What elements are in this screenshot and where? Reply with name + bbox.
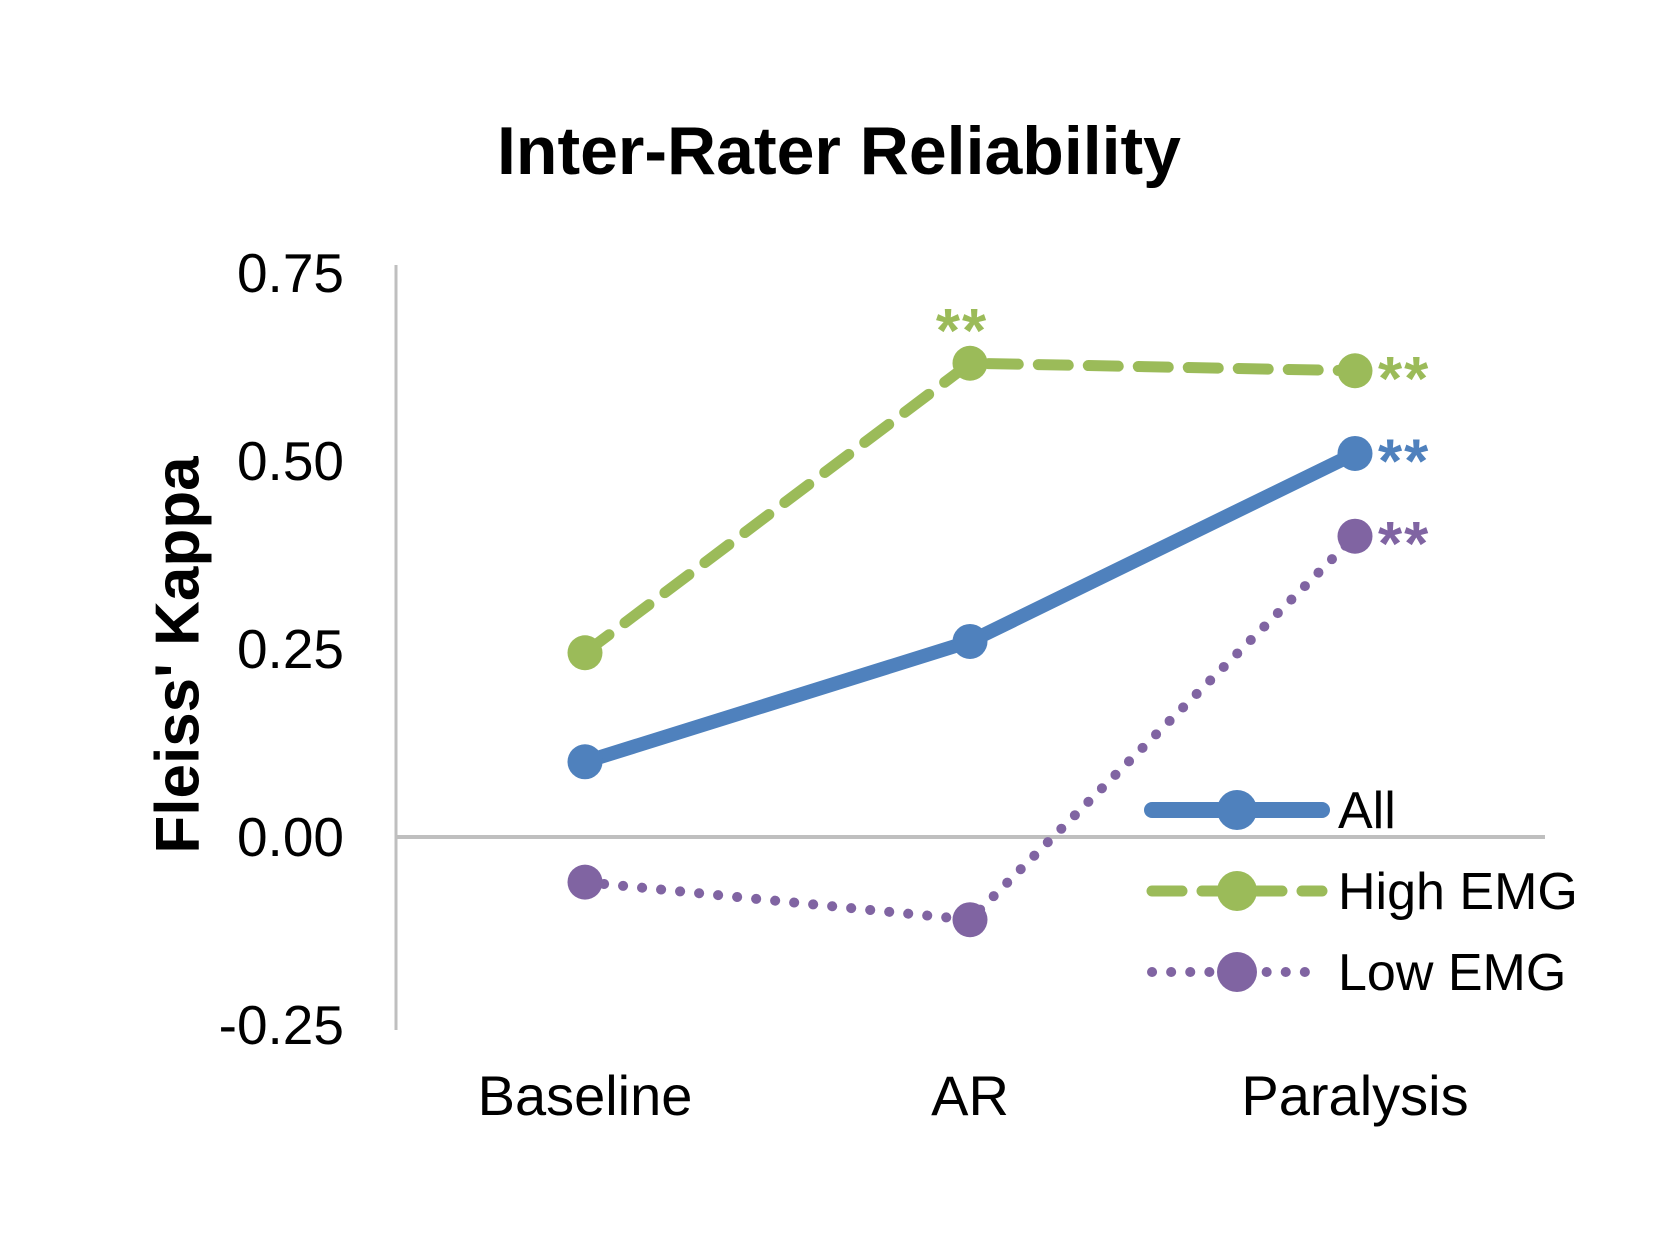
data-point-high-emg-baseline [567,635,603,671]
significance-marker-high-emg-paralysis: ** [1378,345,1430,414]
chart-title: Inter-Rater Reliability [497,113,1181,189]
y-tick-label: 0.00 [237,806,344,868]
data-point-all-ar [952,623,988,659]
significance-marker-low-emg-paralysis: ** [1378,510,1430,579]
data-point-high-emg-ar [952,345,988,381]
data-point-all-paralysis [1337,435,1373,471]
data-point-low-emg-ar [952,902,988,938]
legend-label-low-emg: Low EMG [1338,944,1566,1002]
y-tick-label: 0.50 [237,430,344,492]
legend: All High EMG Low EMG [1144,782,1578,1002]
data-point-low-emg-paralysis [1337,518,1373,554]
legend-item-low-emg: Low EMG [1147,944,1566,1002]
x-tick-label-baseline: Baseline [478,1064,693,1127]
y-tick-label: -0.25 [219,994,344,1056]
legend-swatch-marker-all [1217,790,1257,830]
legend-item-high-emg: High EMG [1146,863,1578,921]
legend-item-all: All [1144,782,1396,840]
data-point-low-emg-baseline [567,864,603,900]
significance-marker-all-paralysis: ** [1378,427,1430,496]
series-line-all [578,446,1362,769]
legend-swatch-marker-high-emg [1217,871,1257,911]
x-tick-label-ar: AR [931,1064,1009,1127]
data-point-high-emg-paralysis [1337,353,1373,389]
legend-label-high-emg: High EMG [1338,863,1578,921]
legend-swatch-marker-low-emg [1217,952,1257,992]
y-tick-label: 0.75 [237,242,344,304]
significance-marker-high-emg-ar: ** [936,297,988,366]
x-tick-label-paralysis: Paralysis [1241,1064,1468,1127]
legend-label-all: All [1338,782,1396,840]
data-point-all-baseline [567,744,603,780]
y-tick-label: 0.25 [237,618,344,680]
